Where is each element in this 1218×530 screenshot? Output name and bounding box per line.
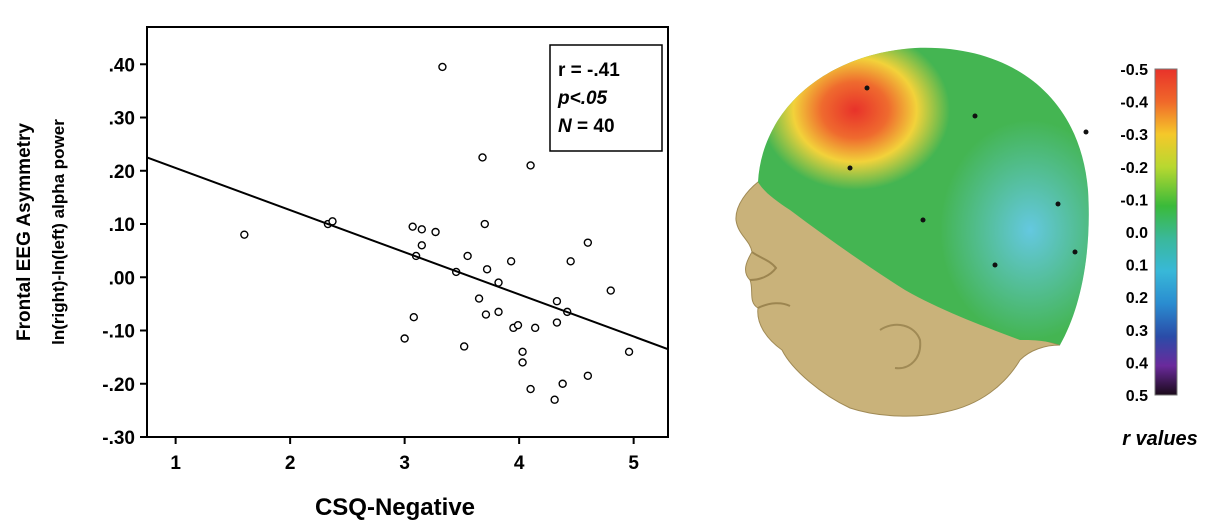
x-axis-ticks: 1 2 3 4 5 xyxy=(170,437,639,474)
electrode-dot xyxy=(920,217,926,223)
data-points xyxy=(240,62,634,404)
stats-r: r = -.41 xyxy=(558,60,620,81)
y-tick-label: .30 xyxy=(109,109,135,130)
y-axis-label-line2: ln(right)-ln(left) alpha power xyxy=(49,119,68,345)
data-point xyxy=(583,371,593,380)
colorbar-tick-label: -0.5 xyxy=(1120,62,1148,79)
colorbar-tick-label: 0.0 xyxy=(1126,225,1148,242)
data-point xyxy=(506,257,516,266)
colorbar-tick-label: -0.3 xyxy=(1120,127,1148,144)
data-point xyxy=(417,241,427,250)
data-point xyxy=(513,320,523,330)
data-point xyxy=(240,230,249,239)
electrode-dot xyxy=(972,113,978,119)
regression-line xyxy=(146,156,669,351)
data-point xyxy=(550,395,559,404)
colorbar-tick-label: -0.4 xyxy=(1120,95,1148,112)
data-point xyxy=(482,265,492,274)
data-point xyxy=(494,307,503,317)
head-ear-shadow xyxy=(879,323,922,370)
data-point xyxy=(459,342,469,351)
y-axis-label-line1: Frontal EEG Asymmetry xyxy=(14,123,35,341)
data-point xyxy=(463,251,472,261)
data-point xyxy=(400,334,409,343)
plot-frame xyxy=(146,26,669,438)
electrode-dot xyxy=(1072,249,1078,255)
scatter-plot: .40 .30 .20 .10 .00 -.10 -.20 -.30 1 2 3 4 5 r = -.… xyxy=(14,26,669,521)
colorbar-tick-label: 0.1 xyxy=(1126,258,1148,275)
head-mouth-shadow xyxy=(757,302,791,309)
data-point xyxy=(408,222,417,231)
data-point xyxy=(583,238,593,247)
colorbar-tick-label: -0.2 xyxy=(1120,160,1148,177)
electrode-dot xyxy=(1083,129,1089,135)
x-tick-label: 4 xyxy=(514,453,525,474)
x-tick-label: 2 xyxy=(285,453,296,474)
colorbar-caption: r values xyxy=(1122,428,1198,450)
data-point xyxy=(478,153,487,162)
y-tick-label: -.30 xyxy=(102,428,135,449)
data-point xyxy=(431,227,440,237)
stats-n: N = 40 xyxy=(558,116,615,137)
electrode-dot xyxy=(864,85,870,91)
y-tick-label: .00 xyxy=(109,268,135,289)
data-point xyxy=(518,358,527,367)
scalp-topography-map xyxy=(735,47,1089,417)
data-point xyxy=(518,347,527,357)
data-point xyxy=(409,312,418,322)
electrode-dot xyxy=(992,262,998,268)
stats-p: p<.05 xyxy=(557,88,608,109)
scalp-cool-region xyxy=(940,120,1089,340)
data-point xyxy=(480,219,489,229)
data-point xyxy=(624,347,634,357)
data-point xyxy=(438,62,447,72)
y-tick-label: -.10 xyxy=(102,322,135,343)
data-point xyxy=(417,225,427,234)
data-point xyxy=(474,294,484,303)
y-tick-label: .10 xyxy=(109,215,135,236)
stats-box xyxy=(549,44,663,152)
x-tick-label: 5 xyxy=(628,453,639,474)
stats-n-value: = 40 xyxy=(572,116,615,137)
y-tick-label: -.20 xyxy=(102,375,135,396)
electrode-dot xyxy=(847,165,853,171)
head-nose-shadow xyxy=(749,251,778,281)
colorbar: -0.5 -0.4 -0.3 -0.2 -0.1 0.0 0.1 0.2 0.3 0.4 0.5 r… xyxy=(1120,62,1198,450)
x-tick-label: 3 xyxy=(399,453,410,474)
colorbar-tick-label: 0.5 xyxy=(1126,388,1148,405)
y-axis-ticks: .40 .30 .20 .10 .00 -.10 -.20 -.30 xyxy=(102,55,147,449)
data-point xyxy=(526,161,535,170)
x-tick-label: 1 xyxy=(170,453,181,474)
colorbar-ticks: -0.5 -0.4 -0.3 -0.2 -0.1 0.0 0.1 0.2 0.3 0.4 0.5 xyxy=(1120,62,1148,405)
y-tick-label: .20 xyxy=(109,162,135,183)
data-point xyxy=(552,297,562,306)
stats-n-label: N xyxy=(558,116,573,137)
y-tick-label: .40 xyxy=(109,55,135,76)
electrode-dot xyxy=(1055,201,1061,207)
colorbar-tick-label: 0.2 xyxy=(1126,290,1148,307)
data-point xyxy=(481,310,491,319)
data-point xyxy=(526,384,535,394)
colorbar-tick-label: 0.4 xyxy=(1126,355,1148,372)
electrode-dots xyxy=(847,85,1089,268)
x-axis-label: CSQ-Negative xyxy=(315,494,475,521)
data-point xyxy=(530,323,540,333)
data-point xyxy=(606,286,615,295)
colorbar-tick-label: -0.1 xyxy=(1120,192,1148,209)
data-point xyxy=(566,257,575,266)
colorbar-tick-label: 0.3 xyxy=(1126,323,1148,340)
data-point xyxy=(552,318,562,327)
data-point xyxy=(558,379,567,388)
colorbar-gradient xyxy=(1154,68,1178,396)
